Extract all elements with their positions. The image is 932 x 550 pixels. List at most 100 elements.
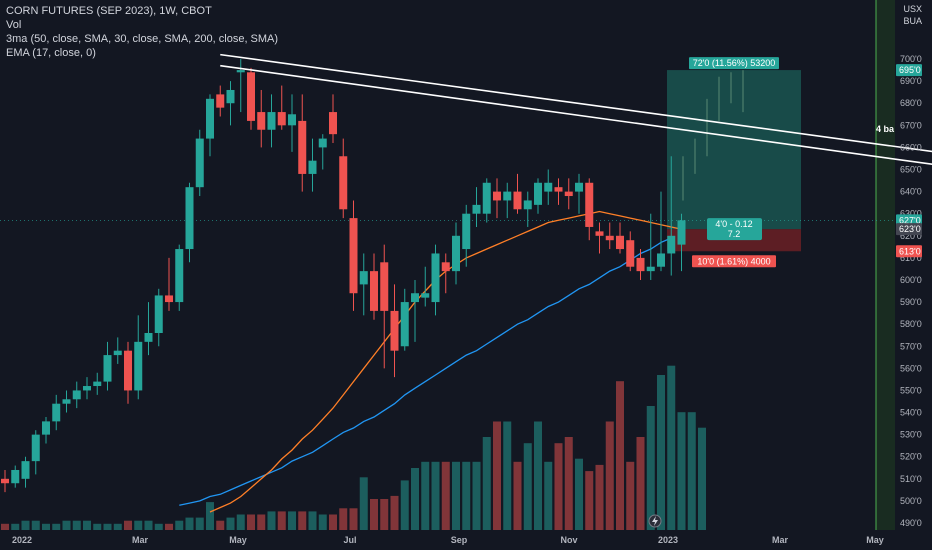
ratio-label-box[interactable] (707, 218, 762, 241)
currency-label[interactable]: USX BUA (903, 3, 922, 27)
candle-body[interactable] (605, 235, 614, 241)
candle-body[interactable] (11, 469, 20, 484)
candle-body[interactable] (62, 399, 71, 404)
target-zone[interactable] (667, 70, 801, 230)
candle-body[interactable] (206, 98, 214, 139)
legend-volume[interactable]: Vol (6, 19, 22, 31)
candle-body[interactable] (452, 235, 460, 272)
candle-body[interactable] (247, 72, 255, 121)
candle-body[interactable] (626, 240, 635, 267)
candle-body[interactable] (370, 271, 378, 311)
candle-body[interactable] (154, 295, 163, 333)
target-label: 72'0 (11.56%) 53200 (693, 58, 776, 68)
candle-body[interactable] (390, 310, 399, 351)
volume-bar (257, 514, 266, 530)
x-tick-label: Mar (132, 535, 149, 545)
candle-body[interactable] (493, 191, 501, 201)
candle-body[interactable] (52, 403, 61, 422)
candle-body[interactable] (544, 182, 553, 192)
candle-body[interactable] (339, 156, 348, 210)
candle-body[interactable] (472, 204, 481, 214)
candle-body[interactable] (329, 112, 337, 135)
candle-body[interactable] (267, 112, 276, 130)
legend-3ma[interactable]: 3ma (50, close, SMA, 30, close, SMA, 200… (6, 33, 279, 45)
candle-body[interactable] (616, 235, 624, 250)
candle-body[interactable] (431, 253, 440, 303)
candle-body[interactable] (411, 293, 419, 303)
trendline[interactable] (220, 64, 932, 320)
y-tick-label: 690'0 (900, 76, 922, 86)
legend-ema[interactable]: EMA (17, close, 0) (6, 47, 96, 59)
y-tick-label: 670'0 (900, 120, 922, 130)
candle-body[interactable] (595, 231, 604, 236)
candle-body[interactable] (124, 350, 132, 391)
volume-bar (1, 523, 9, 530)
candle-body[interactable] (554, 187, 563, 192)
stop-zone[interactable] (667, 229, 801, 252)
candle-body[interactable] (175, 249, 184, 303)
trendline[interactable] (220, 53, 932, 305)
candle-body[interactable] (72, 390, 81, 400)
price-tag[interactable] (896, 223, 922, 236)
candle-body[interactable] (1, 478, 9, 484)
candle-body[interactable] (236, 70, 245, 73)
volume-bar (11, 523, 20, 530)
candle-body[interactable] (677, 220, 686, 245)
candle-body[interactable] (523, 200, 532, 210)
candle-body[interactable] (93, 381, 102, 387)
candle-body[interactable] (257, 112, 266, 130)
price-tag[interactable] (896, 245, 922, 258)
candle-body[interactable] (657, 253, 665, 267)
y-tick-label: 620'0 (900, 231, 922, 241)
volume-bar (52, 523, 61, 530)
candle-body[interactable] (185, 187, 194, 250)
candle-body[interactable] (441, 262, 450, 272)
candle-body[interactable] (575, 182, 583, 192)
volume-bar (564, 437, 573, 530)
y-tick-label: 610'0 (900, 253, 922, 263)
candle-body[interactable] (216, 94, 225, 108)
candle-body[interactable] (103, 355, 112, 382)
target-label-box[interactable] (689, 57, 779, 70)
candle-body[interactable] (534, 182, 542, 205)
candle-body[interactable] (421, 293, 430, 298)
candle-body[interactable] (349, 218, 358, 294)
candle-body[interactable] (277, 112, 286, 126)
candle-body[interactable] (564, 191, 573, 197)
candle-body[interactable] (400, 302, 409, 347)
candle-body[interactable] (134, 341, 143, 391)
candle-body[interactable] (195, 138, 204, 188)
candle-body[interactable] (83, 386, 91, 391)
volume-bar (595, 464, 604, 530)
candle-body[interactable] (226, 89, 235, 104)
candle-body[interactable] (359, 271, 368, 285)
candle-body[interactable] (636, 257, 645, 272)
candle-body[interactable] (298, 120, 307, 174)
ma50-line[interactable] (179, 237, 672, 506)
volume-bar (359, 477, 368, 530)
candle-body[interactable] (513, 191, 522, 210)
candle-body[interactable] (42, 421, 50, 435)
price-axis-area[interactable] (895, 0, 932, 550)
volume-bar (144, 520, 153, 530)
candle-body[interactable] (585, 182, 594, 227)
legend-symbol-title[interactable]: CORN FUTURES (SEP 2023), 1W, CBOT (6, 5, 212, 17)
volume-bar (226, 517, 235, 530)
candle-body[interactable] (318, 138, 327, 148)
candle-body[interactable] (31, 434, 40, 462)
candle-body[interactable] (144, 333, 153, 342)
candle-body[interactable] (482, 182, 491, 214)
candle-body[interactable] (667, 235, 676, 254)
candle-body[interactable] (165, 295, 173, 303)
candle-body[interactable] (21, 461, 30, 479)
candle-body[interactable] (503, 191, 512, 201)
candle-body[interactable] (308, 160, 317, 174)
price-tag[interactable] (896, 64, 922, 77)
candle-body[interactable] (288, 114, 296, 126)
candle-body[interactable] (462, 213, 471, 250)
stop-label-box[interactable] (692, 255, 776, 268)
candle-body[interactable] (113, 350, 122, 356)
candle-body[interactable] (646, 266, 655, 272)
candle-body[interactable] (380, 262, 389, 311)
